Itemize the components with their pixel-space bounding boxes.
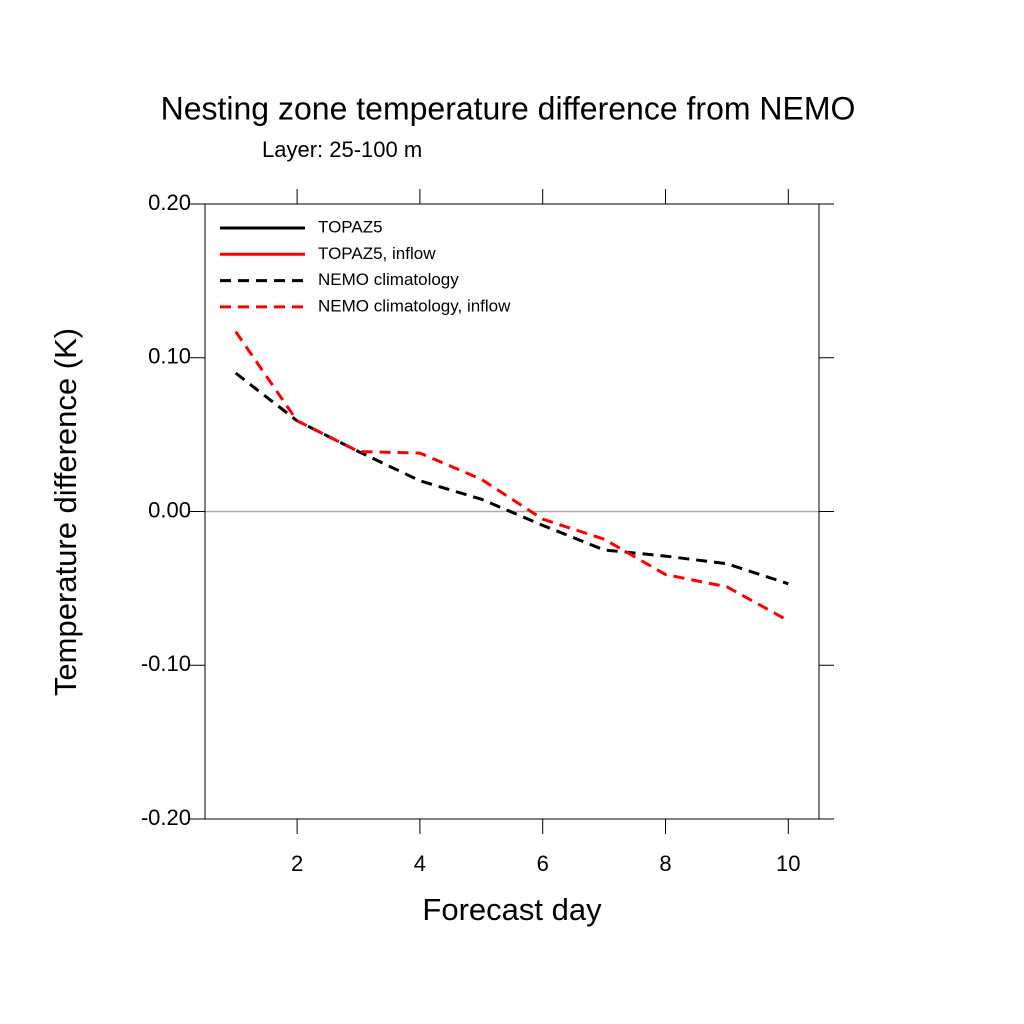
y-tick-label: 0.10 [148, 344, 191, 369]
legend-label: TOPAZ5 [318, 217, 383, 236]
legend-label: NEMO climatology [318, 270, 459, 289]
x-tick-label: 4 [414, 851, 426, 876]
y-tick-label: 0.00 [148, 497, 191, 522]
legend-label: TOPAZ5, inflow [318, 244, 436, 263]
y-tick-label: -0.20 [141, 805, 191, 830]
x-tick-label: 2 [291, 851, 303, 876]
x-tick-label: 6 [537, 851, 549, 876]
x-axis-label: Forecast day [422, 892, 602, 927]
chart-title: Nesting zone temperature difference from… [161, 90, 856, 126]
plot-frame [204, 203, 820, 820]
series-line [234, 371, 789, 586]
x-tick-label: 10 [776, 851, 800, 876]
series-line [234, 330, 790, 622]
y-tick-label: 0.20 [148, 190, 191, 215]
chart-subtitle: Layer: 25-100 m [262, 137, 422, 162]
x-tick-label: 8 [659, 851, 671, 876]
y-tick-label: -0.10 [141, 651, 191, 676]
y-axis-label: Temperature difference (K) [48, 328, 83, 696]
legend-label: NEMO climatology, inflow [318, 296, 511, 315]
